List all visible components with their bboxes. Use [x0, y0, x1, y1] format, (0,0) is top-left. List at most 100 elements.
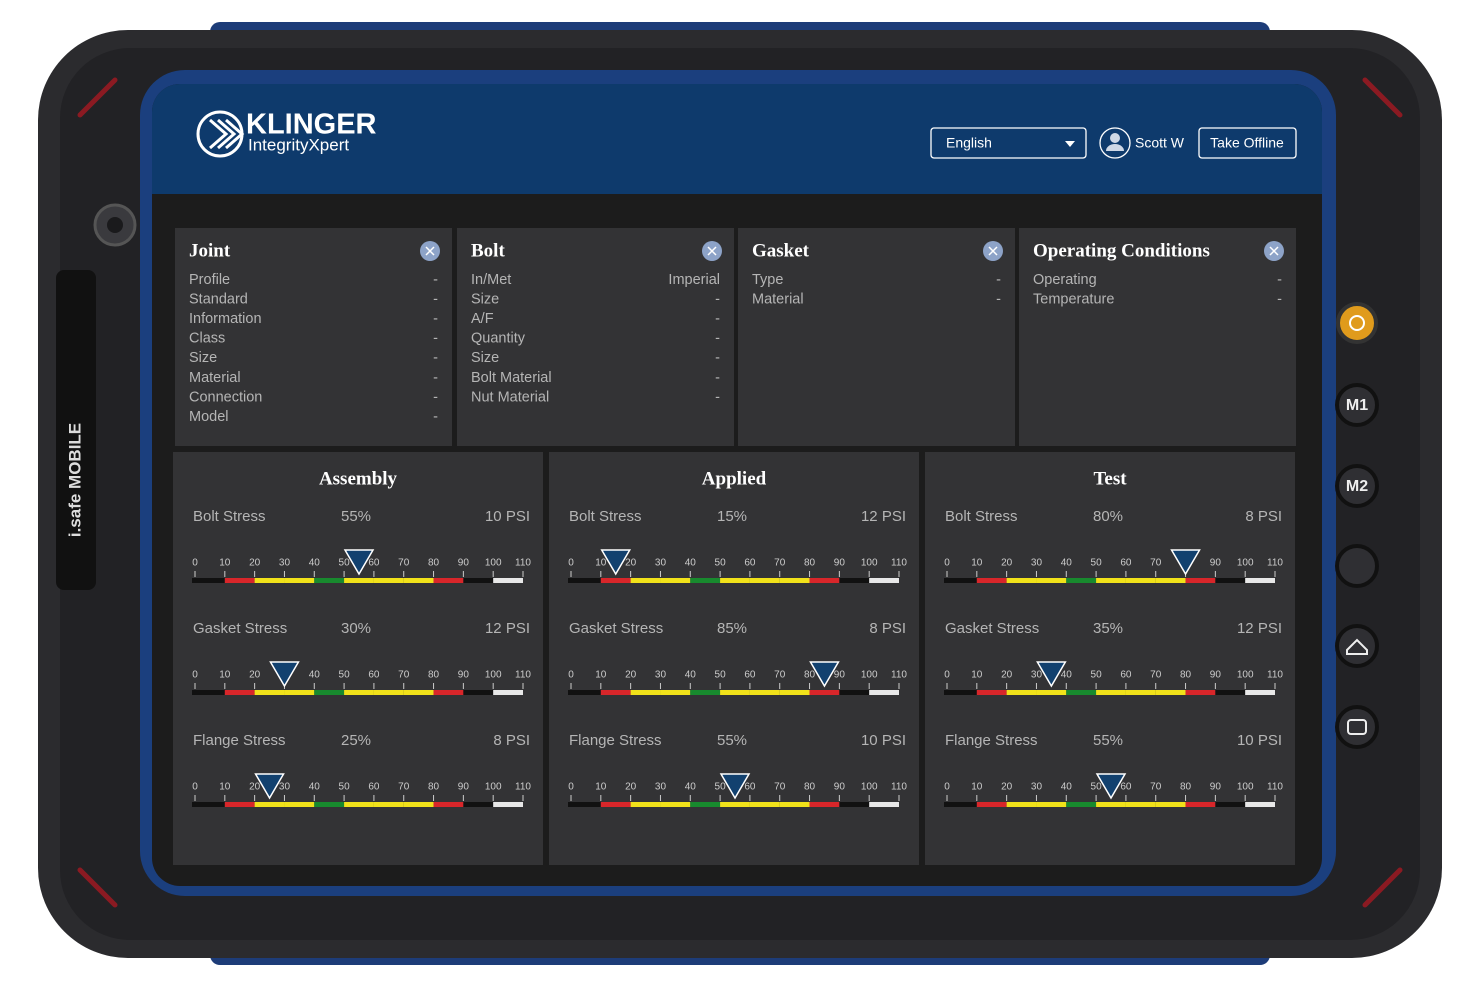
scale-band: [779, 690, 810, 695]
scale-band: [600, 690, 631, 695]
scale-tick-label: 80: [1180, 670, 1192, 681]
scale-band: [463, 578, 494, 583]
scale-band: [1155, 690, 1186, 695]
scale-band: [1096, 690, 1126, 695]
gauge-percent: 85%: [717, 620, 747, 637]
scale-band: [284, 802, 315, 807]
scale-tick-label: 60: [744, 558, 756, 569]
row-label: Operating: [1033, 272, 1097, 288]
scale-band: [493, 578, 523, 583]
m1-label: M1: [1346, 397, 1368, 414]
scale-band: [779, 802, 810, 807]
panel-title: Test: [1093, 468, 1127, 489]
scale-band: [630, 690, 661, 695]
scale-tick-label: 40: [1061, 782, 1073, 793]
scale-band: [1125, 802, 1156, 807]
gauge-marker: [343, 549, 375, 576]
gauge-percent: 55%: [717, 732, 747, 749]
scale-tick-label: 100: [861, 670, 878, 681]
scale-tick-label: 60: [368, 670, 380, 681]
back-button[interactable]: [1335, 544, 1379, 588]
gauge-name: Flange Stress: [193, 732, 286, 749]
home-button[interactable]: [1335, 624, 1379, 668]
scale-band: [1096, 578, 1126, 583]
scale-band: [224, 802, 255, 807]
scale-tick-label: 110: [515, 670, 531, 681]
gauge-marker: [600, 549, 632, 576]
close-icon: [707, 246, 717, 256]
scale-tick-label: 30: [279, 782, 291, 793]
m2-button[interactable]: [1335, 464, 1379, 508]
scale-tick-label: 40: [685, 782, 697, 793]
scale-band: [254, 690, 285, 695]
language-value: English: [946, 135, 992, 151]
row-value: Imperial: [668, 272, 720, 288]
scale-band: [809, 578, 840, 583]
gauge-name: Gasket Stress: [945, 620, 1039, 637]
scale-tick-label: 70: [1150, 558, 1162, 569]
panel-title: Assembly: [319, 468, 398, 489]
info-card: [457, 228, 734, 446]
scale-band: [254, 802, 285, 807]
scale-band: [314, 578, 345, 583]
scale-band: [869, 802, 899, 807]
scale-band: [690, 690, 721, 695]
info-card: [738, 228, 1015, 446]
logo-brand: KLINGER: [246, 109, 377, 141]
scale-tick-label: 60: [744, 670, 756, 681]
scale-band: [749, 802, 780, 807]
user-avatar[interactable]: [1099, 127, 1131, 159]
logo-chevrons: [209, 118, 245, 150]
scale-tick-label: 90: [1210, 782, 1222, 793]
gauge-pressure: 12 PSI: [485, 620, 530, 637]
close-icon: [1269, 246, 1279, 256]
scale-band: [433, 802, 464, 807]
scale-band: [660, 802, 691, 807]
scale-band: [403, 690, 434, 695]
user-name[interactable]: Scott W: [1135, 135, 1185, 151]
scale-tick-label: 40: [309, 782, 321, 793]
scale-tick-label: 50: [715, 558, 727, 569]
recent-button[interactable]: [1335, 705, 1379, 749]
gauge-name: Gasket Stress: [193, 620, 287, 637]
scale-band: [839, 802, 870, 807]
scale-band: [1125, 690, 1156, 695]
power-button[interactable]: [1336, 302, 1378, 344]
m1-button[interactable]: [1335, 383, 1379, 427]
scale-tick-label: 80: [1180, 782, 1192, 793]
gauge-pressure: 10 PSI: [485, 508, 530, 525]
scale-band: [1096, 802, 1126, 807]
row-label: Information: [189, 311, 262, 327]
scale-tick-label: 100: [485, 558, 502, 569]
gauge-percent: 30%: [341, 620, 371, 637]
scale-tick-label: 30: [279, 558, 291, 569]
gauge-name: Flange Stress: [945, 732, 1038, 749]
scale-tick-label: 50: [715, 670, 727, 681]
scale-band: [1155, 802, 1186, 807]
scale-tick-label: 50: [715, 782, 727, 793]
scale-tick-label: 10: [219, 670, 231, 681]
scale-band: [1185, 690, 1216, 695]
scale-tick-label: 110: [1267, 670, 1283, 681]
take-offline-button[interactable]: [1198, 127, 1297, 159]
row-label: Temperature: [1033, 291, 1114, 307]
scale-tick-label: 40: [309, 558, 321, 569]
scale-band: [463, 802, 494, 807]
row-value: -: [715, 331, 720, 347]
scale-band: [630, 578, 661, 583]
scale-tick-label: 110: [891, 670, 907, 681]
scale-band: [720, 802, 750, 807]
scale-band: [976, 690, 1007, 695]
scale-band: [284, 578, 315, 583]
scale-tick-label: 80: [428, 670, 440, 681]
scale-band: [192, 802, 225, 807]
user-icon-body: [1106, 144, 1124, 151]
info-card: [175, 228, 452, 446]
row-value: -: [996, 291, 1001, 307]
scale-tick-label: 80: [428, 782, 440, 793]
scale-band: [749, 578, 780, 583]
scale-tick-label: 90: [834, 782, 846, 793]
language-select[interactable]: [930, 127, 1087, 159]
scale-tick-label: 110: [515, 558, 531, 569]
row-value: -: [433, 370, 438, 386]
